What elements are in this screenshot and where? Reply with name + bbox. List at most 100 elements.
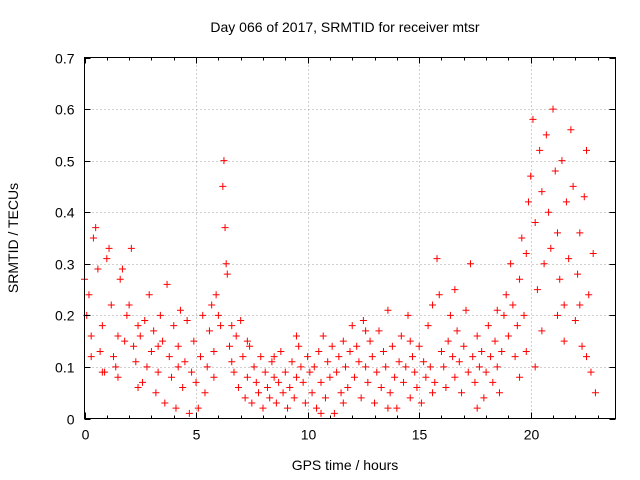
data-point (185, 409, 193, 417)
data-point (379, 347, 387, 355)
data-point (353, 342, 361, 350)
data-point (114, 332, 122, 340)
data-point (442, 384, 450, 392)
data-point (449, 353, 457, 361)
data-point (317, 378, 325, 386)
data-point (270, 353, 278, 361)
data-point (266, 394, 274, 402)
data-point (527, 172, 535, 180)
data-point (107, 301, 115, 309)
data-point (538, 327, 546, 335)
data-point (435, 291, 443, 299)
data-point (250, 363, 258, 371)
data-point (415, 342, 423, 350)
data-point (377, 384, 385, 392)
data-point (578, 342, 586, 350)
data-point (241, 394, 249, 402)
data-point (551, 167, 559, 175)
data-point (136, 332, 144, 340)
data-point (176, 306, 184, 314)
data-point (313, 404, 321, 412)
data-point (328, 342, 336, 350)
y-tick-label: 0.7 (55, 51, 75, 67)
data-point (342, 363, 350, 371)
data-point (404, 311, 412, 319)
data-point (228, 322, 236, 330)
data-point (518, 234, 526, 242)
data-point (388, 342, 396, 350)
data-point (217, 322, 225, 330)
data-point (431, 378, 439, 386)
x-tick-label: 15 (412, 427, 428, 443)
y-tick-label: 0.4 (55, 205, 75, 221)
x-tick-label: 10 (301, 427, 317, 443)
data-point (150, 327, 158, 335)
data-point (493, 363, 501, 371)
data-point (205, 327, 213, 335)
data-point (319, 332, 327, 340)
data-point (350, 373, 358, 381)
data-point (480, 394, 488, 402)
data-point (114, 373, 122, 381)
data-point (98, 322, 106, 330)
data-point (87, 332, 95, 340)
data-point (498, 347, 506, 355)
data-point (121, 337, 129, 345)
data-point (222, 260, 230, 268)
data-point (212, 291, 220, 299)
data-point (339, 337, 347, 345)
x-tick-label: 0 (82, 427, 90, 443)
data-point (460, 342, 468, 350)
data-point (174, 342, 182, 350)
y-tick-label: 0.2 (55, 308, 75, 324)
data-point (246, 342, 254, 350)
data-point (277, 347, 285, 355)
data-point (272, 399, 280, 407)
data-point (214, 311, 222, 319)
data-point (538, 188, 546, 196)
data-point (219, 182, 227, 190)
data-point (295, 342, 303, 350)
y-tick-label: 0 (67, 412, 75, 428)
data-point (362, 327, 370, 335)
data-point (504, 332, 512, 340)
data-point (395, 358, 403, 366)
y-axis-ticks: 0 0.1 0.2 0.3 0.4 0.5 0.6 0.7 (55, 51, 616, 428)
data-point (237, 317, 245, 325)
data-point (384, 306, 392, 314)
data-point (143, 363, 151, 371)
data-point (556, 275, 564, 283)
data-point (112, 363, 120, 371)
data-point (306, 368, 314, 376)
data-point (156, 311, 164, 319)
data-point (451, 286, 459, 294)
data-point (522, 347, 530, 355)
data-point (453, 327, 461, 335)
data-point (192, 378, 200, 386)
data-point (330, 409, 338, 417)
data-point (201, 389, 209, 397)
data-point (85, 291, 93, 299)
data-point (502, 291, 510, 299)
data-point (446, 311, 454, 319)
data-point (533, 286, 541, 294)
data-point (226, 342, 234, 350)
data-point (165, 353, 173, 361)
data-point (408, 353, 416, 361)
data-point (469, 353, 477, 361)
data-point (574, 270, 582, 278)
data-point (406, 337, 414, 345)
data-point (220, 157, 228, 165)
data-point (297, 363, 305, 371)
data-point (507, 260, 515, 268)
data-point (228, 358, 236, 366)
data-point (540, 260, 548, 268)
data-point (335, 353, 343, 361)
data-point (366, 337, 374, 345)
data-point (462, 306, 470, 314)
data-point (87, 353, 95, 361)
x-axis-ticks: 0 5 10 15 20 (82, 57, 599, 443)
data-point (382, 363, 390, 371)
data-point (203, 363, 211, 371)
